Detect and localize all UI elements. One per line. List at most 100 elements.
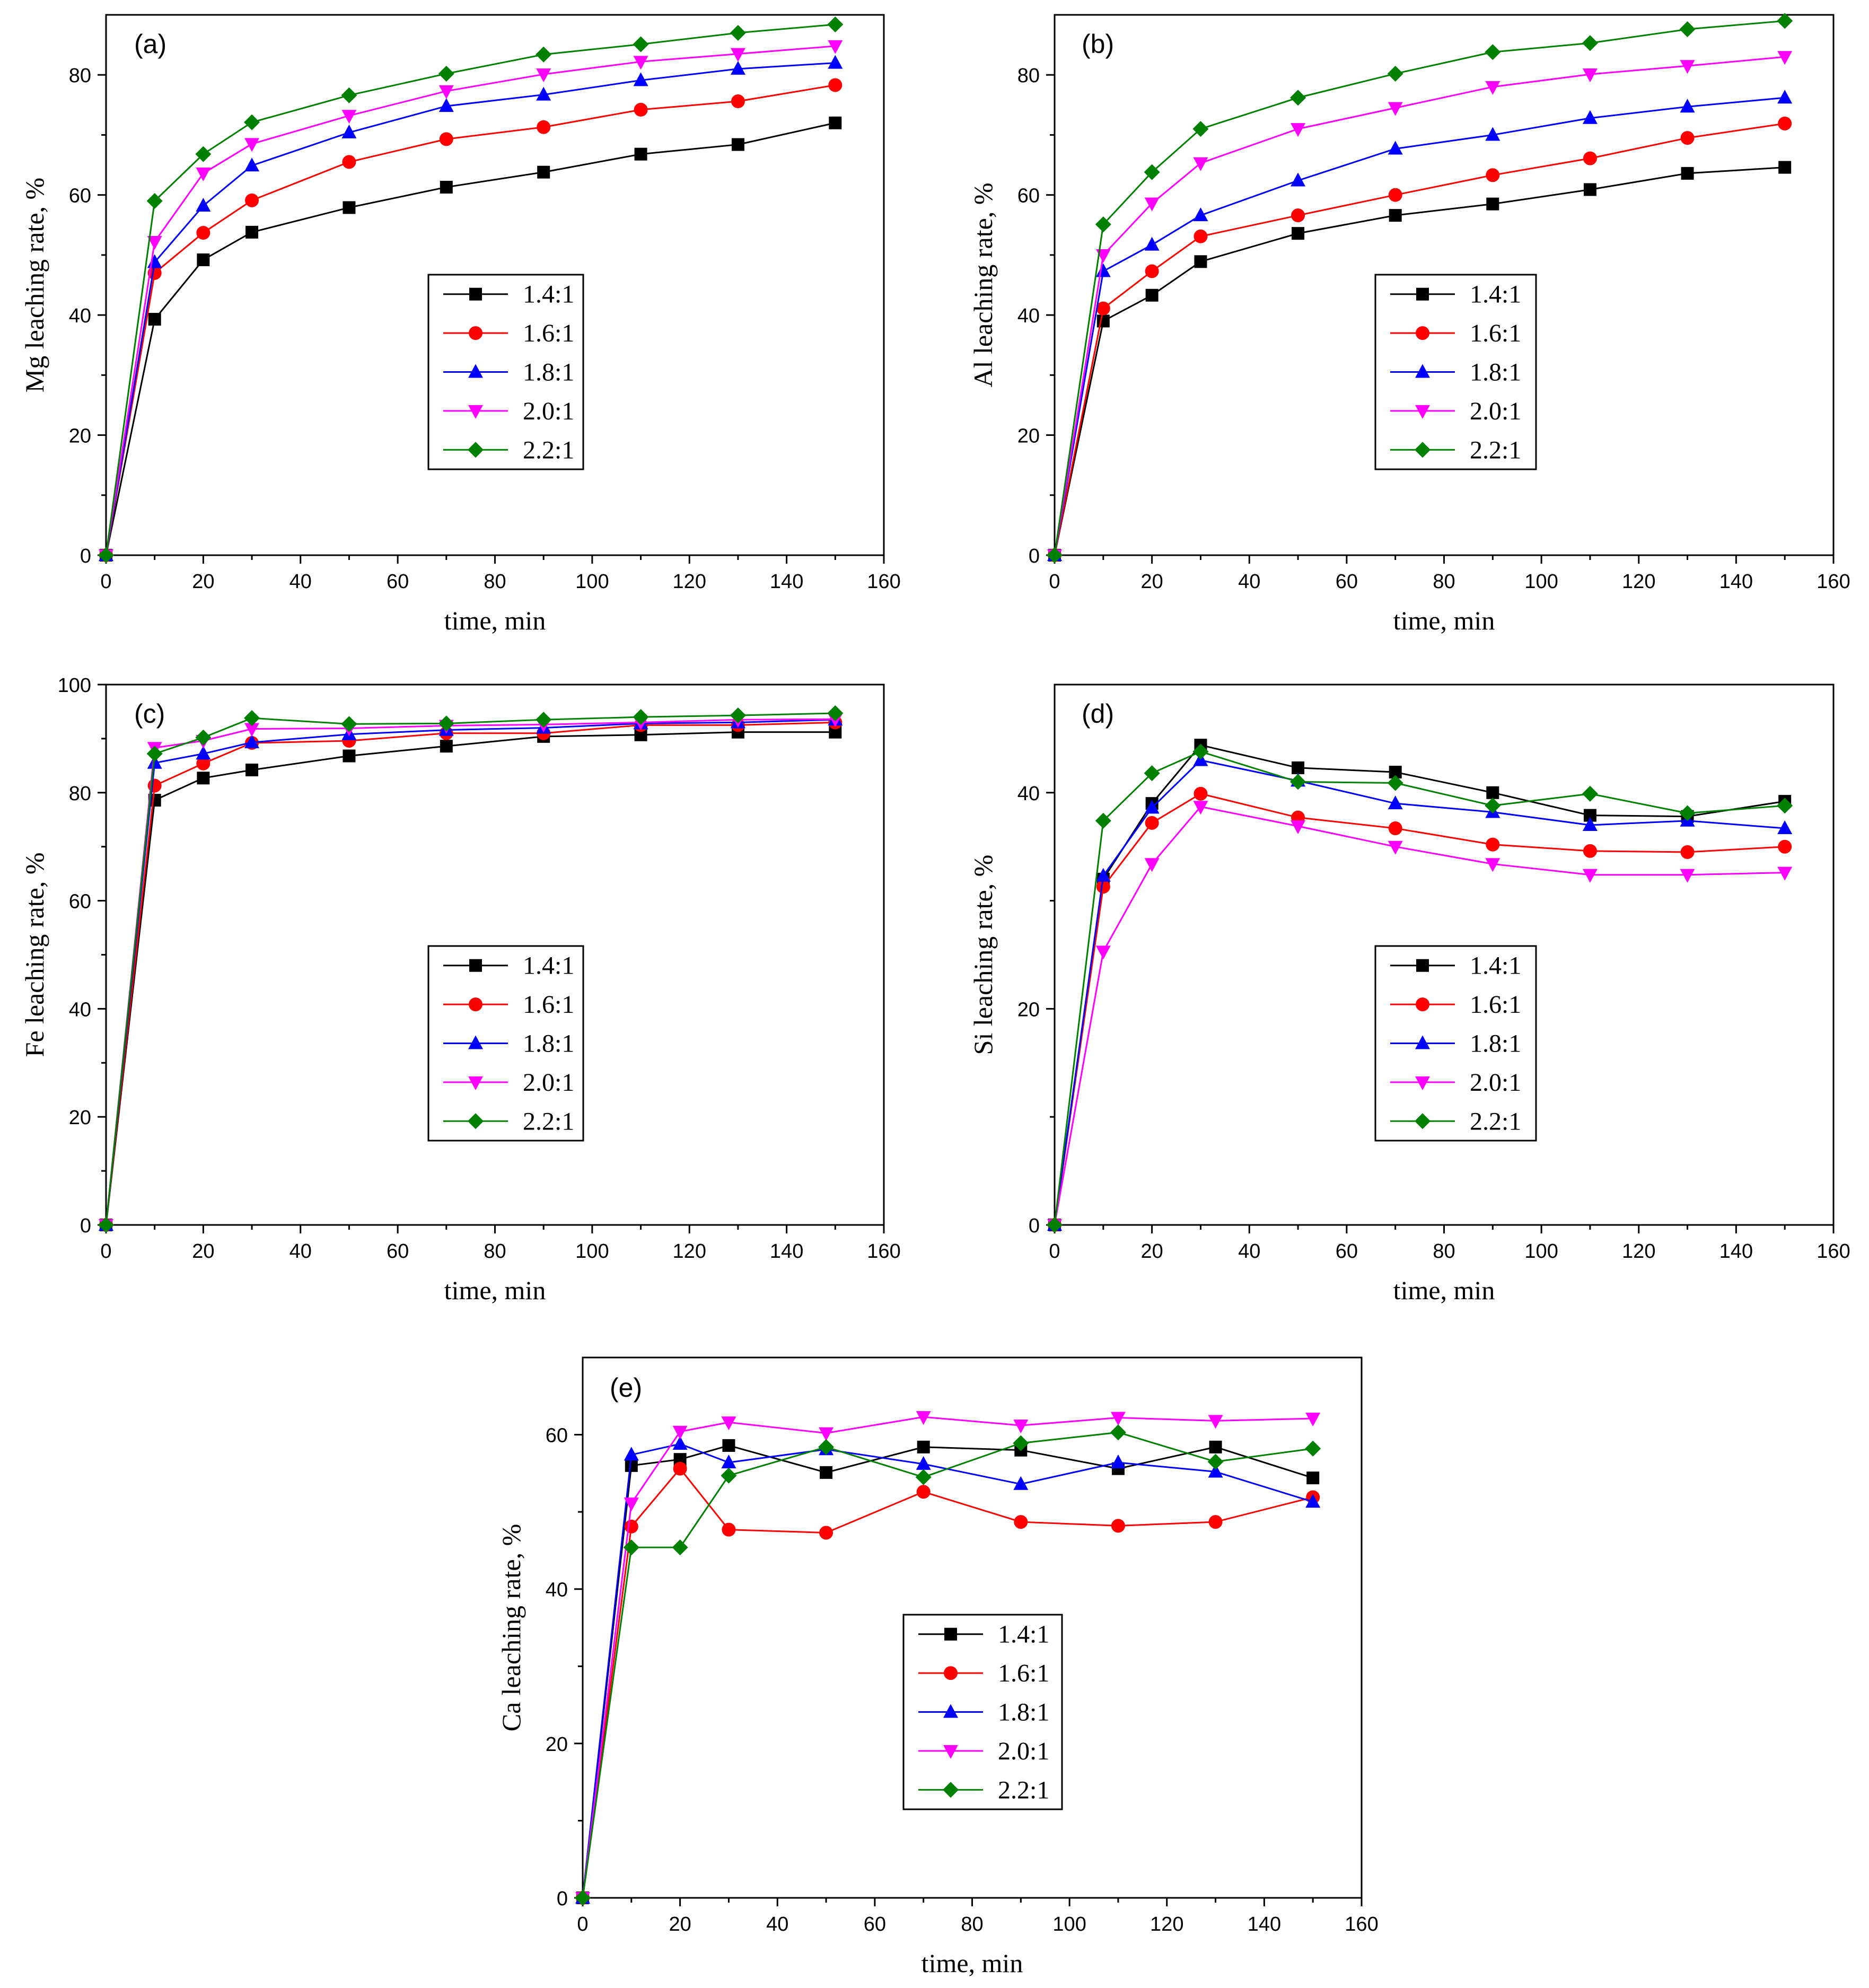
chart-c-panel-label: (c) (134, 699, 165, 729)
chart-a-point-1-4-1 (829, 116, 842, 129)
chart-a-y-tick-label: 40 (69, 305, 91, 327)
chart-b-point-1-4-1 (1389, 209, 1402, 222)
chart-b-point-1-8-1 (1777, 90, 1793, 104)
chart-d-point-1-8-1 (1582, 817, 1598, 831)
chart-c-point-1-4-1 (440, 740, 453, 753)
chart-a-series-line-2-0-1 (105, 45, 836, 556)
chart-d-point-2-0-1 (1388, 840, 1403, 855)
chart-a-series-line-1-4-1 (105, 122, 836, 556)
chart-a-point-1-8-1 (438, 98, 454, 112)
chart-e-x-axis-title: time, min (922, 1948, 1023, 1978)
chart-c-y-tick-label: 0 (80, 1215, 91, 1237)
chart-e-point-1-4-1 (1306, 1472, 1320, 1485)
chart-c-x-tick-label: 60 (387, 1240, 409, 1263)
chart-c-series-line-1-6-1 (105, 721, 836, 1225)
chart-c-point-1-6-1 (196, 756, 210, 770)
chart-d-point-2-2-1 (1485, 798, 1501, 814)
chart-c-x-tick-label: 20 (192, 1240, 214, 1263)
chart-e-y-tick-label: 60 (546, 1425, 568, 1447)
chart-b-point-1-8-1 (1193, 207, 1208, 222)
chart-d-point-1-6-1 (1486, 837, 1500, 852)
chart-a-point-1-6-1 (634, 102, 648, 117)
chart-b-point-2-0-1 (1291, 123, 1306, 137)
chart-b-series-line-2-0-1 (1054, 56, 1785, 556)
chart-a-x-tick-label: 40 (289, 571, 312, 593)
chart-a-point-1-8-1 (828, 55, 843, 69)
chart-e-point-2-2-1 (915, 1469, 932, 1485)
chart-a-point-1-8-1 (341, 124, 357, 138)
chart-d-panel-label: (d) (1082, 699, 1114, 729)
chart-b-point-2-2-1 (1679, 21, 1696, 38)
chart-d-legend-label-1-6-1: 1.6:1 (1470, 991, 1521, 1019)
chart-d-point-1-8-1 (1095, 868, 1111, 882)
chart-e-point-2-2-1 (818, 1439, 835, 1455)
chart-a-point-1-6-1 (731, 94, 745, 109)
chart-a-legend-label-1-8-1: 1.8:1 (523, 358, 574, 387)
chart-b-y-axis-title: Al leaching rate, % (968, 183, 998, 388)
chart-e-point-1-8-1 (672, 1436, 688, 1450)
chart-a-y-tick-label: 20 (69, 425, 91, 448)
chart-c-point-2-2-1 (536, 712, 552, 728)
chart-c-point-2-2-1 (827, 705, 844, 722)
chart-c-series-line-2-2-1 (105, 712, 836, 1225)
chart-e-point-1-6-1 (722, 1522, 736, 1537)
chart-b-point-1-4-1 (1681, 167, 1694, 180)
chart-a-x-tick-label: 120 (673, 571, 706, 593)
chart-a-point-1-4-1 (634, 147, 647, 161)
chart-a-point-1-4-1 (537, 165, 550, 179)
chart-a-point-2-0-1 (438, 85, 454, 99)
chart-d-series-line-2-2-1 (1054, 750, 1785, 1225)
chart-c-legend-label-1-4-1: 1.4:1 (523, 952, 574, 980)
chart-b-y-tick-label: 60 (1017, 185, 1040, 207)
chart-a-point-2-0-1 (196, 167, 211, 181)
chart-a-y-axis-title: Mg leaching rate, % (20, 178, 49, 392)
chart-c-point-2-2-1 (633, 709, 649, 725)
chart-b-point-1-8-1 (1095, 263, 1111, 277)
chart-e-point-2-2-1 (1013, 1435, 1029, 1451)
chart-b-point-1-8-1 (1485, 127, 1501, 141)
chart-d-y-tick-label: 0 (1029, 1215, 1040, 1237)
chart-a-y-tick-label: 0 (80, 545, 91, 567)
chart-e-series-line-2-2-1 (582, 1431, 1313, 1898)
chart-e-point-1-8-1 (1013, 1476, 1029, 1490)
chart-d-x-tick-label: 40 (1238, 1240, 1260, 1263)
chart-c-legend-label-2-2-1: 2.2:1 (523, 1107, 574, 1135)
chart-b-point-1-4-1 (1486, 197, 1499, 211)
chart-e-point-2-2-1 (1305, 1440, 1321, 1457)
chart-b-point-1-4-1 (1778, 161, 1792, 174)
chart-a-point-1-6-1 (196, 225, 210, 240)
chart-d-legend-marker-1-4-1 (1416, 959, 1429, 972)
chart-c-series-line-1-4-1 (105, 731, 836, 1225)
chart-c-point-1-8-1 (244, 734, 260, 749)
chart-b-legend-marker-1-8-1 (1415, 364, 1430, 378)
chart-a-legend-label-1-4-1: 1.4:1 (523, 281, 574, 309)
chart-c-panel: 0 20 40 60 80 100 120 140 160 0 20 40 60 80 100 time, m… (20, 675, 901, 1305)
chart-b-point-2-2-1 (1777, 13, 1793, 29)
chart-b-legend-label-1-6-1: 1.6:1 (1470, 319, 1521, 347)
chart-b-legend-marker-2-0-1 (1415, 405, 1430, 419)
chart-a-x-tick-label: 20 (192, 571, 214, 593)
chart-e-point-1-6-1 (1111, 1519, 1125, 1533)
chart-d-point-1-4-1 (1486, 786, 1499, 799)
chart-a-point-2-2-1 (98, 547, 114, 563)
chart-d-point-1-8-1 (1388, 795, 1403, 810)
chart-d-x-tick-label: 120 (1622, 1240, 1655, 1263)
chart-b-panel-label: (b) (1082, 29, 1114, 59)
chart-d-point-1-6-1 (1194, 786, 1208, 801)
chart-a-point-2-2-1 (536, 46, 552, 63)
chart-a-x-tick-label: 0 (100, 571, 111, 593)
chart-e-y-axis-title: Ca leaching rate, % (496, 1524, 526, 1731)
chart-a-point-1-6-1 (147, 266, 162, 280)
chart-b-point-2-2-1 (1290, 90, 1306, 106)
chart-a-legend-label-2-0-1: 2.0:1 (523, 397, 574, 425)
chart-c-point-2-2-1 (244, 710, 260, 726)
chart-e-x-tick-label: 160 (1345, 1913, 1378, 1936)
chart-a-legend-marker-1-8-1 (468, 364, 483, 378)
chart-e-y-tick-label: 20 (546, 1733, 568, 1756)
chart-e-legend-label-2-0-1: 2.0:1 (998, 1737, 1049, 1765)
chart-e-legend-marker-2-2-1 (943, 1782, 959, 1798)
chart-e-legend-marker-1-6-1 (944, 1666, 958, 1680)
chart-a-point-1-4-1 (343, 201, 356, 214)
chart-b-point-1-8-1 (1582, 110, 1598, 124)
chart-e-point-2-0-1 (1208, 1415, 1223, 1429)
